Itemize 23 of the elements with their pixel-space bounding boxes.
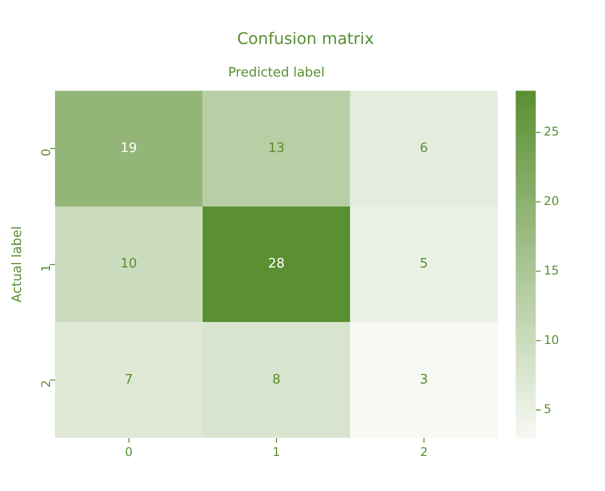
color-bar-label: 20 [544, 194, 560, 208]
color-bar-label: 25 [544, 124, 560, 139]
data-label: 13 [268, 141, 285, 156]
chart-title: Confusion matrix [237, 28, 374, 48]
x-tick-label: 1 [272, 445, 280, 460]
data-label: 3 [420, 372, 428, 388]
y-axis-title: Actual label [10, 226, 26, 302]
data-label: 19 [120, 141, 138, 156]
color-bar-label: 10 [544, 332, 560, 347]
x-axis-title: Predicted label [228, 65, 325, 80]
data-label: 10 [120, 256, 138, 272]
y-tick-label: 0 [39, 148, 54, 156]
color-bar-label: 5 [544, 402, 552, 416]
data-label: 8 [272, 372, 281, 388]
y-tick-label: 1 [39, 264, 54, 272]
color-bar-label: 15 [544, 263, 560, 278]
y-tick-label: 2 [39, 380, 54, 388]
data-label: 7 [124, 372, 133, 388]
data-label: 6 [420, 141, 428, 156]
data-label: 5 [420, 256, 428, 272]
x-tick-label: 0 [124, 445, 133, 460]
data-label: 28 [268, 256, 285, 272]
x-tick-label: 2 [420, 445, 428, 460]
